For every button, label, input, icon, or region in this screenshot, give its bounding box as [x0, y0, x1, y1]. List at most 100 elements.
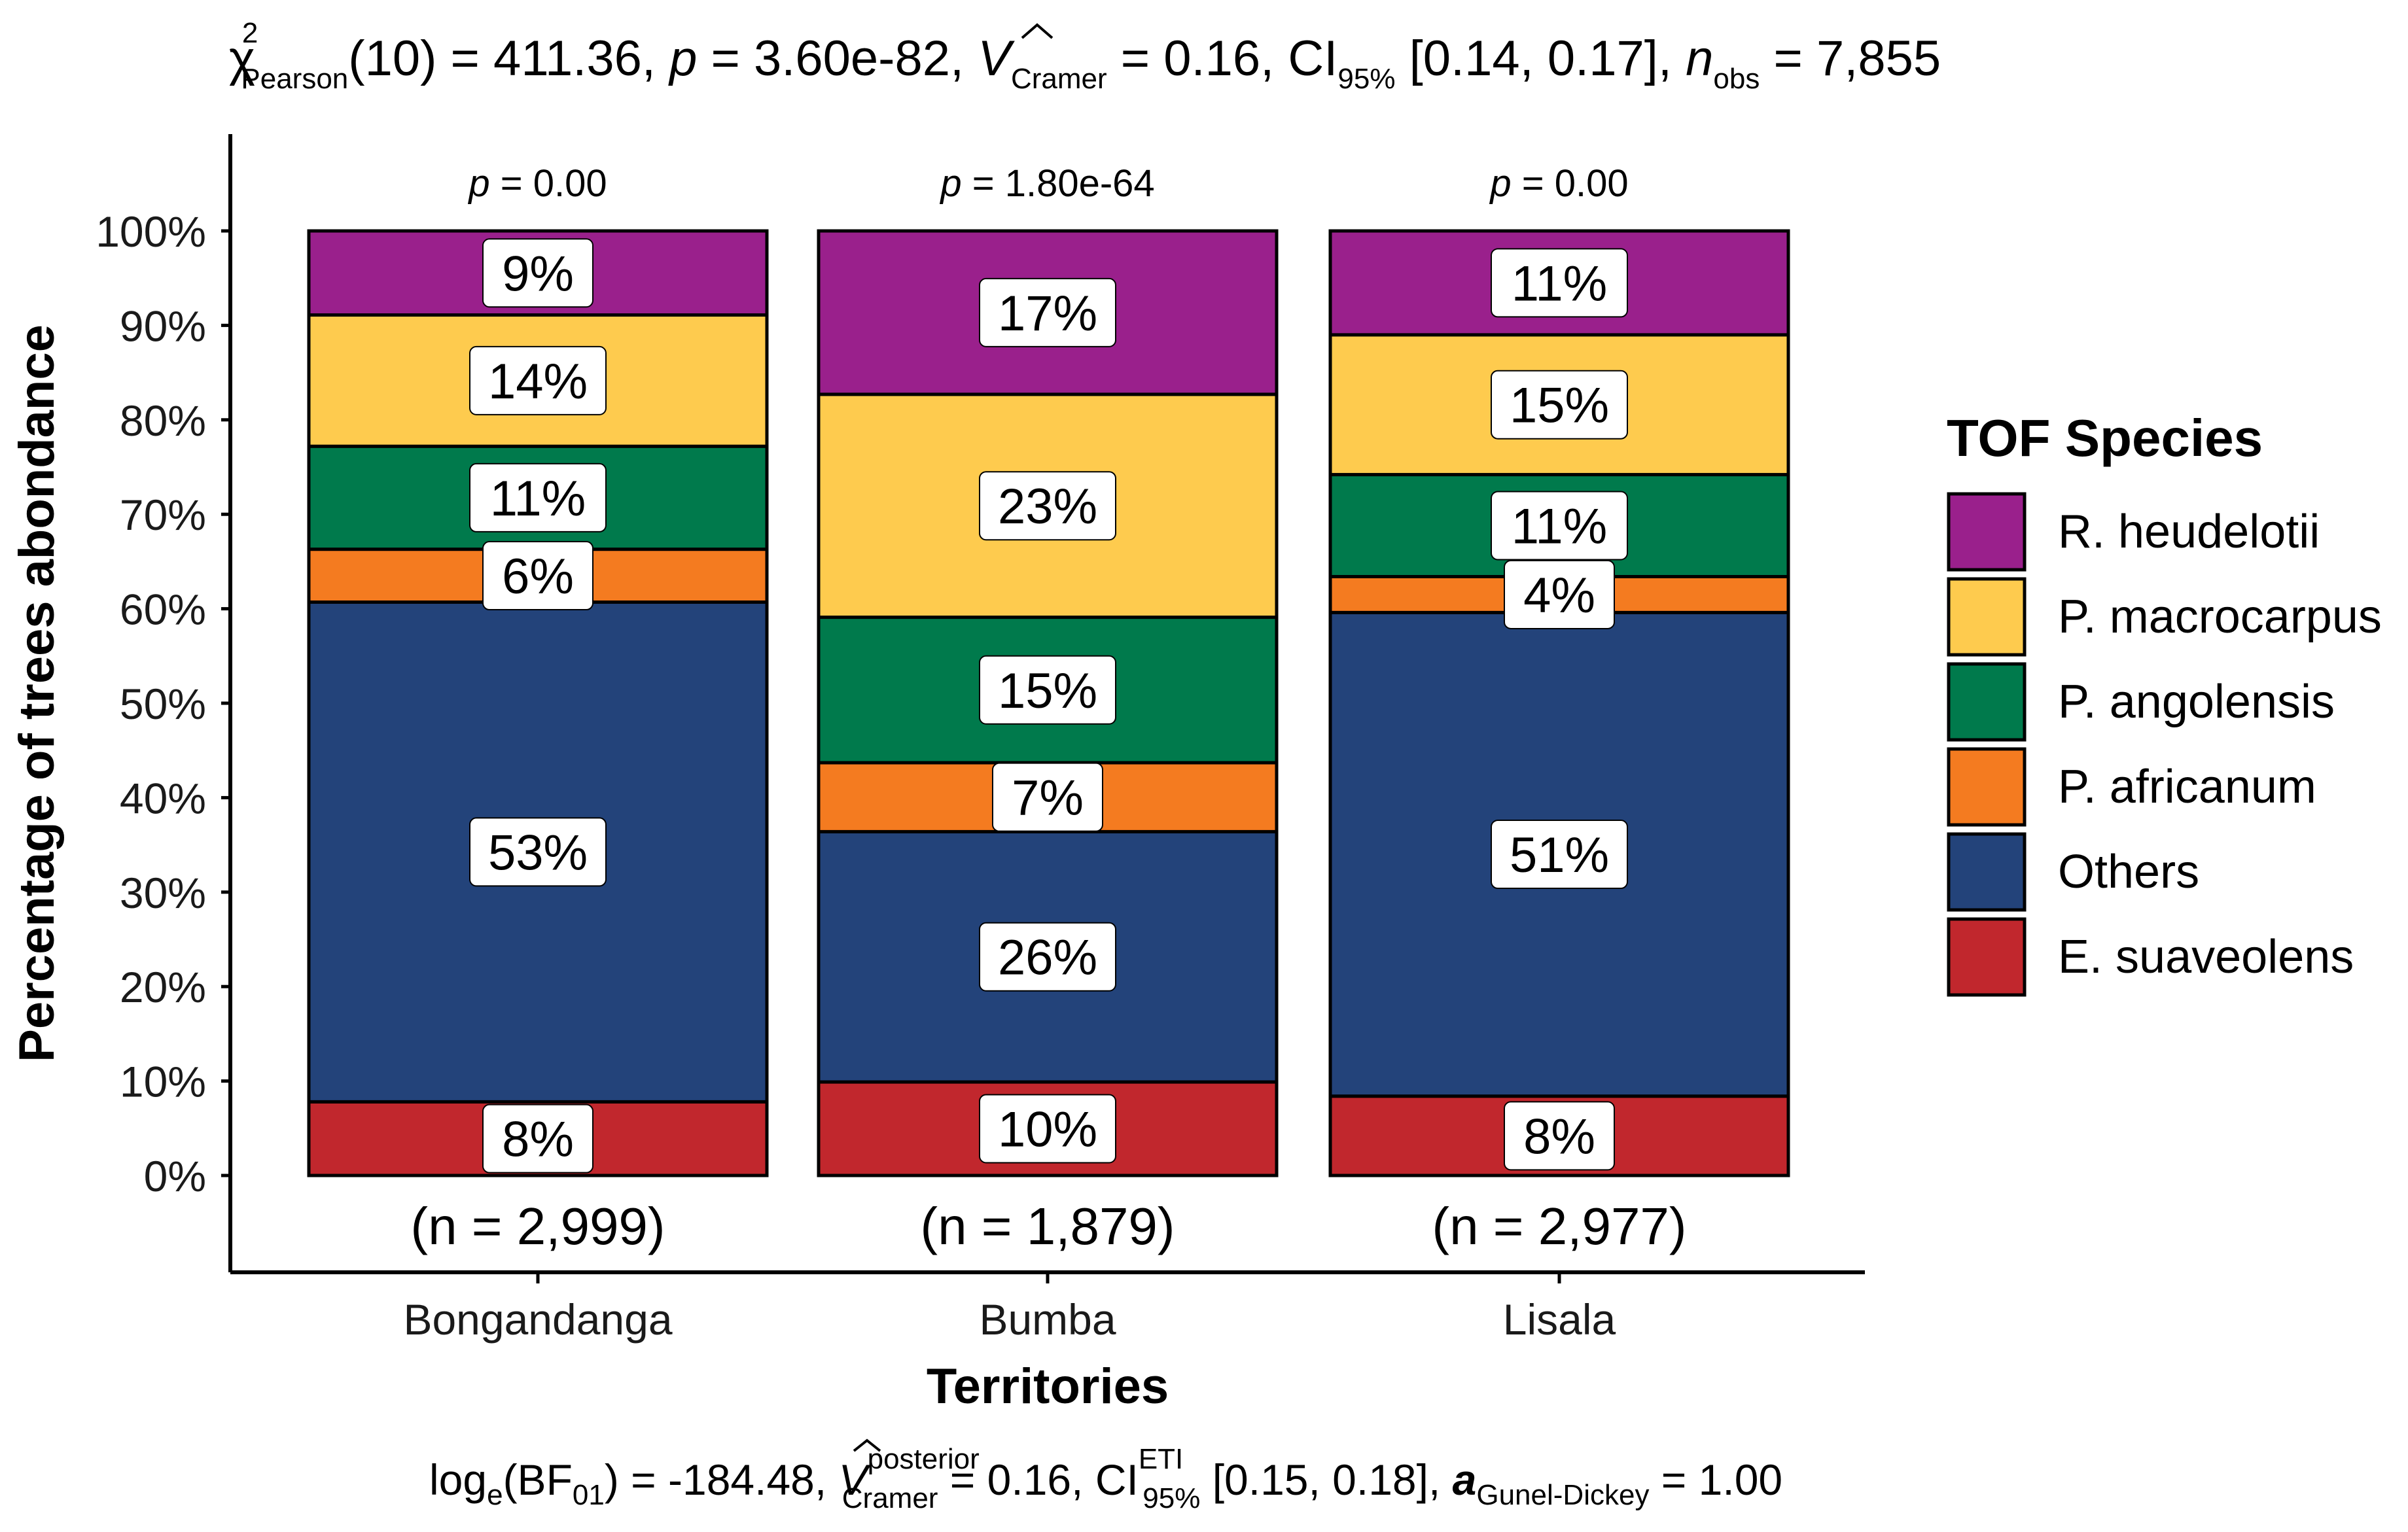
y-tick-label: 60%: [120, 585, 206, 634]
title-df: (10) = 411.36,: [348, 31, 669, 86]
bar-p-symbol: p: [1489, 162, 1511, 205]
x-ticks: Bongandanga Bumba Lisala: [403, 1272, 1616, 1344]
data-label-box: [1504, 559, 1615, 629]
y-tick-label: 80%: [120, 396, 206, 445]
title-v-sub: Cramer: [1011, 63, 1107, 95]
data-label: 11%: [1512, 256, 1607, 311]
title-n-symbol: n: [1686, 31, 1713, 86]
x-axis-label: Territories: [927, 1359, 1169, 1414]
bar-n-label: (n = 2,999): [410, 1197, 665, 1255]
legend-swatch: [1947, 492, 2027, 572]
bar-p-symbol: p: [939, 162, 961, 205]
title-chi-sub: Pearson: [241, 63, 348, 95]
data-label-box: [1491, 248, 1628, 318]
x-tick-label: Bumba: [979, 1295, 1116, 1344]
caption-a-sub: Gunel-Dickey: [1476, 1479, 1649, 1511]
x-tick-label: Bongandanga: [403, 1295, 672, 1344]
y-tick-label: 0%: [144, 1152, 206, 1200]
data-label: 15%: [1510, 378, 1609, 434]
data-label-box: [1491, 370, 1628, 440]
legend-swatch: [1947, 577, 2027, 657]
data-label-box: [979, 277, 1116, 347]
chart-title: χ2 Pearson(10) = 411.36, p = 3.60e-82, VC…: [229, 17, 1941, 95]
title-v-hat: [1021, 23, 1054, 39]
data-label: 15%: [998, 663, 1097, 719]
caption-v-symbol: V: [839, 1455, 872, 1504]
legend-label: E. suaveolens: [2058, 931, 2354, 983]
legend-swatch: [1947, 832, 2027, 912]
caption-bf-value: ) = -184.48,: [605, 1455, 839, 1504]
legend-swatch: [1947, 917, 2027, 997]
caption-a-symbol: a: [1453, 1455, 1477, 1504]
bar-p-label: p = 0.00: [467, 162, 607, 205]
legend-label: R. heudelotii: [2058, 506, 2320, 558]
data-label-box: [979, 1094, 1116, 1164]
legend-label: P. africanum: [2058, 761, 2316, 813]
bar-labels-layer: 8% 53% 6% 11% 14% 9% p = 0.00 (n = 2,999) 10% 26%…: [410, 162, 1686, 1255]
title-chi-sup: 2: [242, 17, 258, 49]
caption-v-sub: Cramer: [842, 1482, 938, 1514]
data-label-box: [992, 762, 1103, 832]
y-tick-label: 50%: [120, 680, 206, 728]
y-tick-label: 70%: [120, 491, 206, 539]
data-label-box: [1491, 820, 1628, 890]
x-tick-label: Lisala: [1503, 1295, 1616, 1344]
data-label-box: [469, 345, 607, 415]
caption-a-value: = 1.00: [1649, 1455, 1782, 1504]
title-p-symbol: p: [668, 31, 697, 86]
caption-ci-value: [0.15, 0.18],: [1200, 1455, 1452, 1504]
title-v-symbol: V: [978, 31, 1015, 86]
bar-p-symbol: p: [467, 162, 489, 205]
y-tick-label: 20%: [120, 963, 206, 1011]
data-label-box: [979, 922, 1116, 992]
caption-bf: (BF: [503, 1455, 573, 1504]
data-label-box: [482, 238, 593, 308]
bar-p-value: = 0.00: [1512, 162, 1629, 205]
legend-swatch: [1947, 747, 2027, 827]
data-label: 51%: [1510, 827, 1609, 883]
title-p-value: = 3.60e-82,: [697, 31, 978, 86]
legend-label: Others: [2058, 846, 2199, 898]
data-label: 11%: [1512, 499, 1607, 555]
data-label-box: [979, 471, 1116, 541]
y-axis-label: Percentage of trees abondance: [9, 324, 65, 1062]
data-label: 11%: [490, 471, 586, 527]
legend: R. heudelotii P. macrocarpus P. angolensis…: [1947, 492, 2382, 997]
data-label: 4%: [1523, 568, 1595, 623]
title-v-value: = 0.16, CI: [1107, 31, 1338, 86]
data-label: 7%: [1012, 771, 1084, 826]
caption-v-sup: posterior: [868, 1443, 980, 1475]
caption-v-hat: [853, 1438, 881, 1452]
legend-swatch: [1947, 662, 2027, 742]
data-label: 10%: [998, 1102, 1097, 1158]
title-chi: χ: [229, 31, 255, 86]
y-tick-label: 10%: [120, 1058, 206, 1106]
data-label: 26%: [998, 930, 1097, 986]
caption-v-value: = 0.16, CI: [938, 1455, 1138, 1504]
data-label: 8%: [502, 1112, 574, 1168]
caption-log: log: [429, 1455, 487, 1504]
title-n-value: = 7,855: [1760, 31, 1941, 86]
data-label: 6%: [502, 549, 574, 604]
title-n-sub: obs: [1713, 63, 1760, 95]
caption-ci-sup: ETI: [1139, 1443, 1183, 1475]
caption-ci-sub: 95%: [1142, 1482, 1200, 1514]
bar-p-value: = 1.80e-64: [962, 162, 1155, 205]
y-tick-label: 90%: [120, 302, 206, 350]
data-label: 23%: [998, 479, 1097, 534]
y-tick-label: 30%: [120, 869, 206, 917]
data-label-box: [482, 1104, 593, 1174]
data-label-box: [469, 462, 607, 532]
data-label: 14%: [488, 354, 588, 409]
bar-p-value: = 0.00: [490, 162, 607, 205]
legend-title: TOF Species: [1947, 409, 2263, 467]
data-label-box: [482, 541, 593, 611]
caption-log-sub: e: [487, 1479, 503, 1511]
data-label-box: [1504, 1101, 1615, 1171]
data-label-box: [979, 655, 1116, 725]
title-ci-sub: 95%: [1337, 63, 1395, 95]
data-label: 9%: [502, 246, 574, 302]
bar-n-label: (n = 2,977): [1432, 1197, 1686, 1255]
data-label-box: [1491, 491, 1628, 561]
